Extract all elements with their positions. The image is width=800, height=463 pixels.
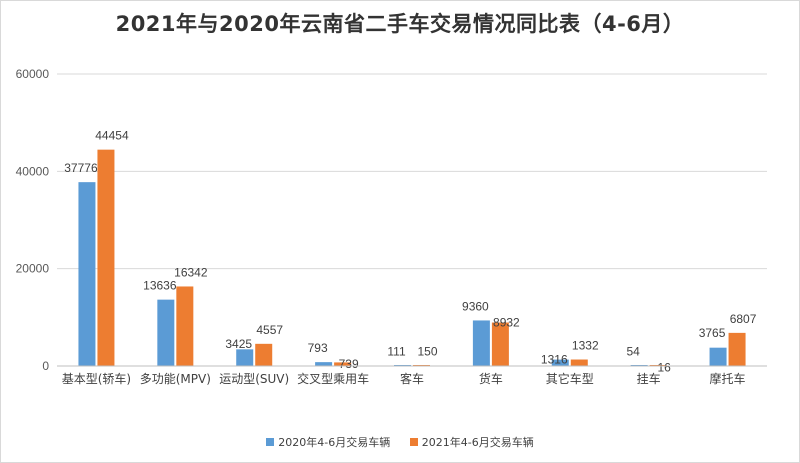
data-label: 16342 [174, 265, 208, 279]
x-tick-label: 挂车 [637, 371, 661, 386]
data-label: 150 [417, 344, 437, 358]
bar [472, 320, 490, 366]
legend-label-2020: 2020年4-6月交易车辆 [278, 436, 391, 449]
bar [176, 286, 194, 366]
data-label: 8932 [493, 315, 520, 329]
data-label: 6807 [730, 312, 757, 326]
chart-title: 2021年与2020年云南省二手车交易情况同比表（4-6月） [115, 12, 685, 36]
bar [334, 362, 352, 366]
legend-item-2020: 2020年4-6月交易车辆 [266, 434, 390, 450]
x-tick-label: 其它车型 [546, 371, 594, 386]
bar [315, 362, 333, 366]
data-label: 1332 [572, 339, 599, 353]
x-tick-label: 客车 [400, 371, 424, 386]
bar [551, 359, 569, 366]
bar [157, 299, 175, 366]
bar [728, 332, 746, 366]
data-label: 111 [387, 344, 406, 358]
bar [570, 359, 588, 366]
y-tick-label: 0 [42, 359, 49, 373]
x-tick-label: 运动型(SUV) [219, 372, 289, 386]
data-label: 1316 [541, 353, 568, 367]
data-label: 3765 [699, 326, 726, 340]
data-label: 9360 [462, 299, 489, 313]
x-tick-label: 摩托车 [710, 371, 746, 386]
data-label: 739 [339, 357, 359, 371]
legend-label-2021: 2021年4-6月交易车辆 [421, 436, 534, 449]
y-tick-label: 20000 [16, 262, 50, 276]
legend-swatch-2020 [266, 438, 275, 446]
data-label: 54 [626, 345, 640, 359]
legend-swatch-2021 [409, 438, 418, 446]
data-label: 3425 [225, 337, 252, 351]
x-tick-label: 多功能(MPV) [140, 372, 211, 386]
y-tick-label: 40000 [16, 164, 50, 178]
bar [78, 182, 96, 366]
x-tick-label: 基本型(轿车) [62, 371, 131, 386]
data-label: 44454 [95, 129, 129, 143]
data-label: 37776 [64, 161, 98, 175]
y-tick-label: 60000 [16, 67, 50, 81]
x-tick-label: 交叉型乘用车 [297, 371, 369, 386]
data-label: 16 [657, 361, 671, 375]
legend: 2020年4-6月交易车辆 2021年4-6月交易车辆 [0, 434, 800, 450]
bar [709, 347, 727, 366]
bar [236, 349, 254, 366]
bar [255, 343, 273, 366]
data-label: 793 [308, 341, 328, 355]
bar-chart: 0 20000 40000 60000 基本型(轿车) 37776 44454 多功能(MPV… [16, 67, 767, 386]
data-label: 4557 [256, 323, 283, 337]
bar [491, 322, 509, 366]
data-label: 13636 [143, 279, 177, 293]
legend-item-2021: 2021年4-6月交易车辆 [409, 434, 534, 450]
x-tick-label: 货车 [479, 371, 503, 386]
bar [97, 149, 115, 366]
